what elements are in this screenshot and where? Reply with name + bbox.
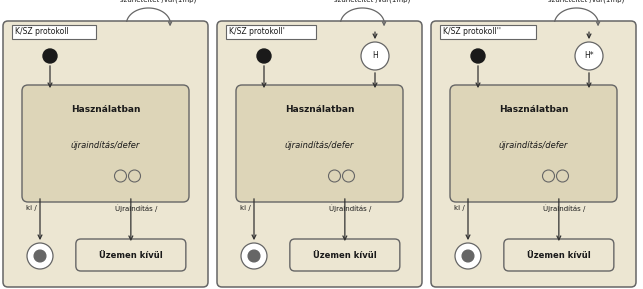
Circle shape [343,170,354,182]
Text: ki /: ki / [454,205,465,211]
Circle shape [455,243,481,269]
FancyBboxPatch shape [431,21,636,287]
FancyBboxPatch shape [440,25,536,39]
Text: ki /: ki / [240,205,251,211]
FancyBboxPatch shape [76,239,186,271]
Text: Üzemen kívül: Üzemen kívül [527,251,591,260]
Text: H*: H* [584,51,594,60]
Circle shape [43,49,57,63]
Circle shape [114,170,127,182]
Circle shape [361,42,389,70]
FancyBboxPatch shape [226,25,316,39]
Text: Újraindítás /: Újraindítás / [543,204,585,212]
Text: szüneteltet /vár(1mp): szüneteltet /vár(1mp) [120,0,197,4]
Text: K/SZ protokoll'': K/SZ protokoll'' [443,27,501,36]
Text: Használatban: Használatban [285,105,354,114]
Circle shape [556,170,568,182]
Circle shape [471,49,485,63]
Circle shape [27,243,53,269]
Circle shape [329,170,341,182]
Text: Használatban: Használatban [499,105,568,114]
Text: Újraindítás /: Újraindítás / [329,204,371,212]
Text: újraindítás/defer: újraindítás/defer [285,142,354,151]
Circle shape [248,250,260,262]
Text: Használatban: Használatban [71,105,140,114]
Text: H: H [372,51,378,60]
Text: K/SZ protokoll: K/SZ protokoll [15,27,69,36]
Circle shape [34,250,46,262]
FancyBboxPatch shape [236,85,403,202]
Text: Újraindítás /: Újraindítás / [114,204,157,212]
Circle shape [462,250,474,262]
FancyBboxPatch shape [504,239,614,271]
Text: újraindítás/defer: újraindítás/defer [71,142,140,151]
Text: Üzemen kívül: Üzemen kívül [99,251,163,260]
FancyBboxPatch shape [217,21,422,287]
FancyBboxPatch shape [3,21,208,287]
Text: újraindítás/defer: újraindítás/defer [499,142,568,151]
FancyBboxPatch shape [12,25,96,39]
Text: szüneteltet /vár(1mp): szüneteltet /vár(1mp) [334,0,410,4]
FancyBboxPatch shape [290,239,400,271]
FancyBboxPatch shape [22,85,189,202]
Circle shape [129,170,141,182]
Text: K/SZ protokoll': K/SZ protokoll' [229,27,285,36]
Circle shape [241,243,267,269]
Circle shape [543,170,554,182]
Text: ki /: ki / [26,205,37,211]
Text: Üzemen kívül: Üzemen kívül [313,251,377,260]
Text: szüneteltet /vár(1mp): szüneteltet /vár(1mp) [548,0,624,4]
Circle shape [575,42,603,70]
FancyBboxPatch shape [450,85,617,202]
Circle shape [257,49,271,63]
